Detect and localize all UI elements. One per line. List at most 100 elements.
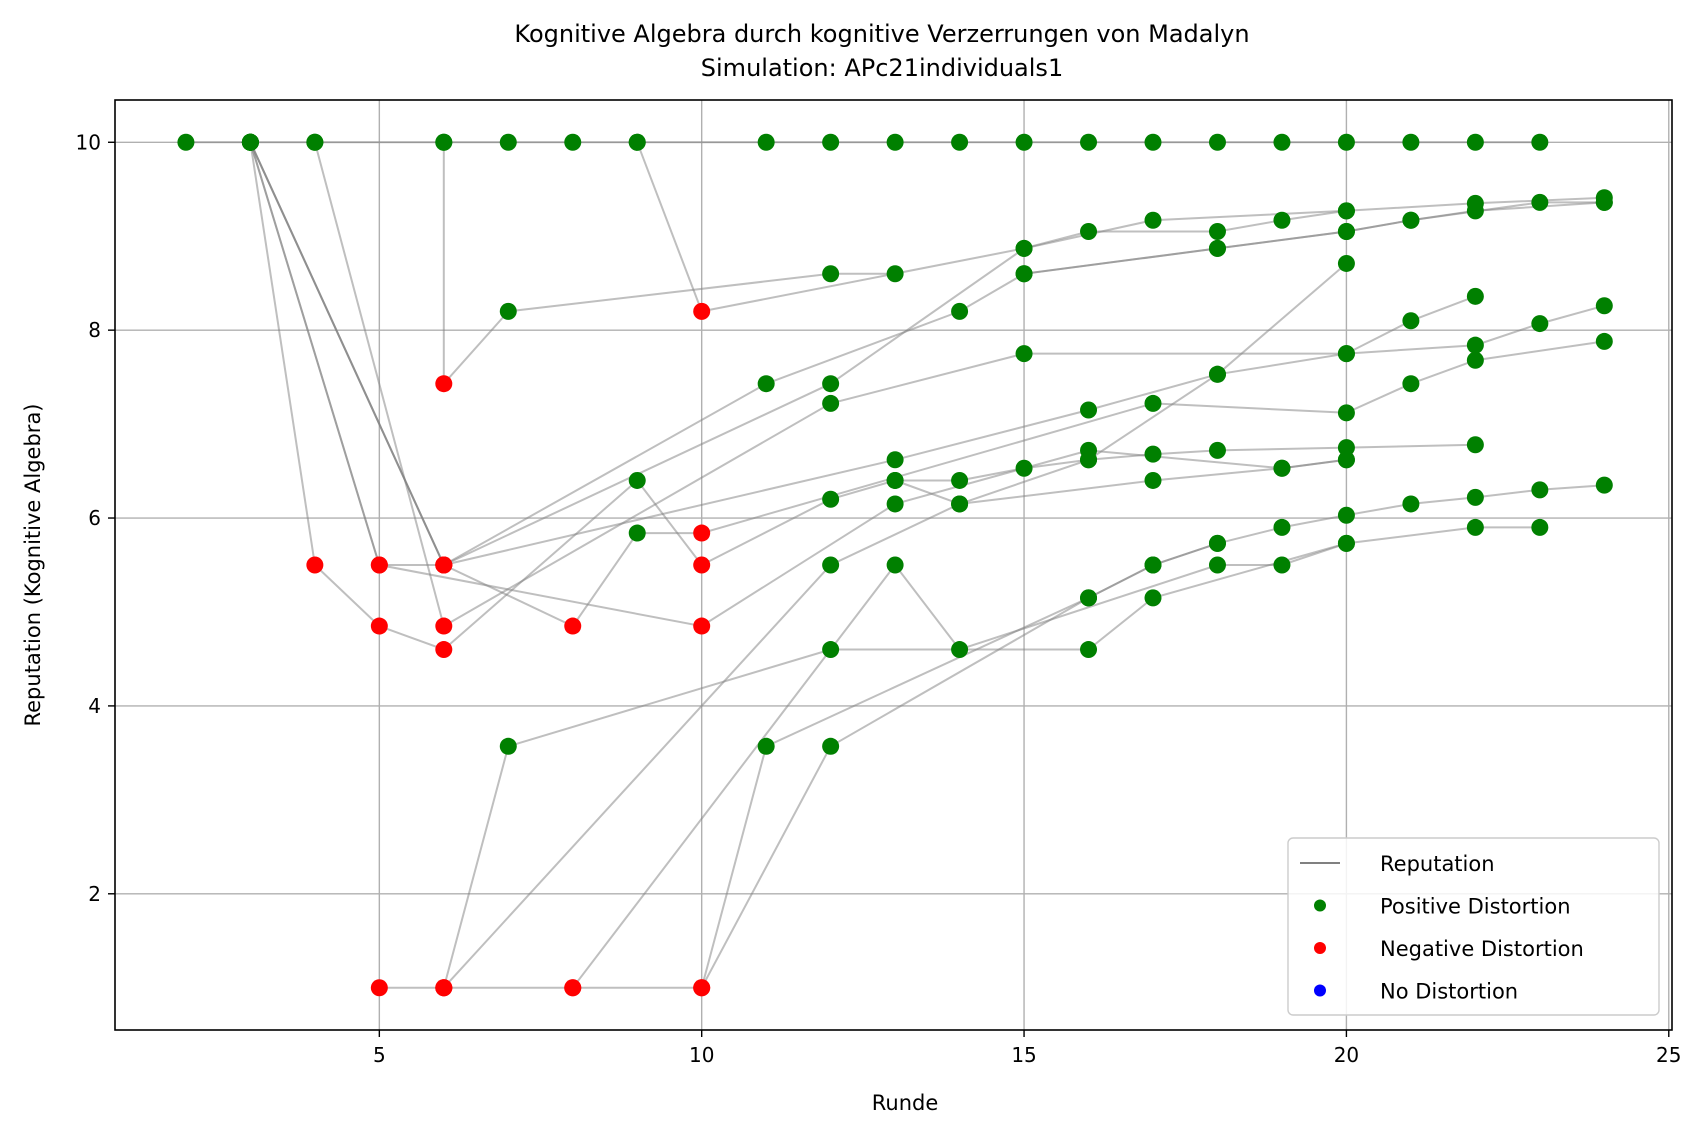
positive-distortion-point	[628, 471, 646, 489]
positive-distortion-point	[1531, 133, 1549, 151]
positive-distortion-point	[1595, 193, 1613, 211]
legend: Reputation Positive Distortion Negative Di…	[1287, 837, 1660, 1016]
negative-distortion-point	[564, 617, 582, 635]
positive-distortion-point	[757, 737, 775, 755]
positive-distortion-point	[1595, 297, 1613, 315]
negative-distortion-point	[370, 617, 388, 635]
negative-distortion-point	[693, 524, 711, 542]
negative-distortion-point	[435, 641, 453, 659]
positive-distortion-point	[886, 265, 904, 283]
legend-label: Positive Distortion	[1380, 895, 1571, 919]
positive-distortion-point	[499, 133, 517, 151]
reputation-line	[1023, 201, 1605, 275]
positive-distortion-point	[499, 737, 517, 755]
positive-distortion-point	[1466, 436, 1484, 454]
positive-distortion-point	[1337, 534, 1355, 552]
positive-distortion-point	[628, 133, 646, 151]
positive-distortion-point	[822, 737, 840, 755]
positive-distortion-point	[177, 133, 195, 151]
data-points	[177, 133, 1613, 997]
positive-distortion-point	[1466, 351, 1484, 369]
plot-frame	[114, 99, 1673, 1031]
positive-distortion-point	[886, 451, 904, 469]
positive-distortion-point	[1080, 133, 1098, 151]
positive-distortion-point	[1208, 133, 1226, 151]
positive-distortion-point	[822, 556, 840, 574]
positive-distortion-point	[1273, 459, 1291, 477]
positive-distortion-point	[1466, 336, 1484, 354]
positive-distortion-point	[1337, 133, 1355, 151]
positive-distortion-point	[951, 302, 969, 320]
positive-distortion-point	[1144, 471, 1162, 489]
reputation-line	[443, 458, 1347, 989]
positive-distortion-point	[1466, 133, 1484, 151]
negative-distortion-point	[435, 979, 453, 997]
legend-label: No Distortion	[1380, 980, 1518, 1004]
x-tick-label: 25	[1656, 1043, 1681, 1067]
x-tick-label: 10	[689, 1043, 714, 1067]
negative-distortion-point	[435, 556, 453, 574]
positive-distortion-point	[822, 265, 840, 283]
positive-distortion-point	[1015, 133, 1033, 151]
negative-distortion-point	[693, 556, 711, 574]
positive-distortion-point	[757, 375, 775, 393]
legend-marker-swatch	[1314, 984, 1326, 997]
x-tick-label: 20	[1334, 1043, 1359, 1067]
positive-distortion-point	[886, 495, 904, 513]
positive-distortion-point	[1208, 441, 1226, 459]
x-tick-label: 15	[1011, 1043, 1036, 1067]
positive-distortion-point	[1208, 365, 1226, 383]
positive-distortion-point	[1080, 589, 1098, 607]
reputation-line	[249, 141, 1605, 628]
axis-ticks: 5 10 15 20 25 2 4 6 8 10	[76, 130, 1682, 1067]
reputation-line	[313, 142, 1605, 628]
positive-distortion-point	[1015, 459, 1033, 477]
y-tick-label: 6	[88, 506, 101, 530]
positive-distortion-point	[822, 490, 840, 508]
positive-distortion-point	[1402, 312, 1420, 330]
positive-distortion-point	[886, 471, 904, 489]
positive-distortion-point	[1337, 254, 1355, 272]
positive-distortion-point	[1208, 223, 1226, 241]
legend-label: Negative Distortion	[1380, 937, 1584, 961]
positive-distortion-point	[1144, 445, 1162, 463]
positive-distortion-point	[1337, 451, 1355, 469]
y-tick-label: 4	[88, 694, 101, 718]
negative-distortion-point	[564, 979, 582, 997]
positive-distortion-point	[1402, 133, 1420, 151]
positive-distortion-point	[1595, 332, 1613, 350]
reputation-line	[442, 526, 1540, 988]
chart-subtitle: Simulation: APc21individuals1	[701, 54, 1063, 82]
positive-distortion-point	[1466, 518, 1484, 536]
positive-distortion-point	[1144, 211, 1162, 229]
positive-distortion-point	[1337, 223, 1355, 241]
positive-distortion-point	[1015, 239, 1033, 257]
negative-distortion-point	[370, 556, 388, 574]
legend-marker-swatch	[1314, 942, 1326, 954]
positive-distortion-point	[757, 133, 775, 151]
positive-distortion-point	[951, 641, 969, 659]
positive-distortion-point	[1015, 265, 1033, 283]
positive-distortion-point	[241, 133, 259, 151]
positive-distortion-point	[1402, 211, 1420, 229]
y-tick-label: 2	[88, 882, 101, 906]
negative-distortion-point	[693, 979, 711, 997]
positive-distortion-point	[1466, 287, 1484, 305]
legend-box	[1287, 837, 1660, 1016]
negative-distortion-point	[435, 375, 453, 393]
x-tick-label: 5	[373, 1043, 386, 1067]
positive-distortion-point	[822, 641, 840, 659]
positive-distortion-point	[886, 556, 904, 574]
positive-distortion-point	[1337, 404, 1355, 422]
positive-distortion-point	[1531, 315, 1549, 333]
negative-distortion-point	[693, 617, 711, 635]
positive-distortion-point	[822, 133, 840, 151]
positive-distortion-point	[1273, 133, 1291, 151]
positive-distortion-point	[1337, 506, 1355, 524]
positive-distortion-point	[951, 133, 969, 151]
positive-distortion-point	[822, 394, 840, 412]
positive-distortion-point	[1080, 401, 1098, 419]
positive-distortion-point	[1595, 476, 1613, 494]
positive-distortion-point	[306, 133, 324, 151]
